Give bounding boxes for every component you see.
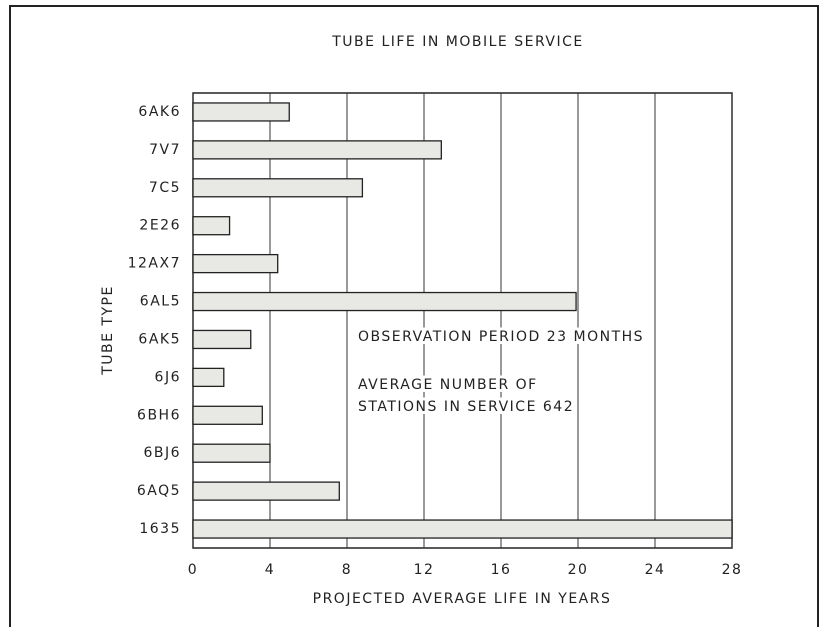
y-tick-label: 6BJ6 (143, 445, 181, 461)
x-tick-label: 0 (188, 562, 198, 578)
y-tick-label: 1635 (139, 521, 181, 537)
annotation: STATIONS IN SERVICE 642 (358, 399, 574, 415)
bar (192, 253, 279, 274)
y-tick-label: 7V7 (149, 142, 181, 158)
y-tick-label: 6BH6 (137, 407, 181, 423)
annotation: OBSERVATION PERIOD 23 MONTHS (358, 329, 644, 345)
bar (192, 102, 290, 122)
x-axis-label: PROJECTED AVERAGE LIFE IN YEARS (313, 591, 612, 607)
bar (192, 481, 340, 501)
x-tick-label: 16 (491, 562, 512, 578)
y-tick-label: 12AX7 (128, 256, 181, 272)
x-tick-label: 28 (722, 562, 743, 578)
y-tick-label: 6AK5 (138, 331, 181, 347)
bar (192, 443, 271, 463)
x-tick-label: 24 (645, 562, 666, 578)
bar (192, 178, 364, 198)
bar (192, 291, 577, 312)
x-tick-label: 12 (414, 562, 435, 578)
bar (192, 519, 733, 539)
y-axis-label: TUBE TYPE (100, 285, 116, 376)
frame (9, 5, 819, 627)
bar (192, 367, 225, 388)
annotation: AVERAGE NUMBER OF (358, 377, 538, 393)
x-tick-label: 4 (265, 562, 275, 578)
bar (192, 216, 231, 236)
x-tick-label: 20 (568, 562, 589, 578)
y-tick-label: 6AK6 (138, 104, 181, 120)
plot-area (192, 92, 733, 549)
y-tick-label: 6AQ5 (137, 483, 181, 499)
bar (192, 140, 442, 160)
x-tick-label: 8 (342, 562, 352, 578)
chart-title: TUBE LIFE IN MOBILE SERVICE (331, 34, 583, 50)
bar (192, 405, 263, 425)
y-tick-label: 6AL5 (140, 294, 181, 310)
y-tick-label: 2E26 (139, 218, 181, 234)
y-tick-label: 6J6 (155, 369, 181, 385)
bar (192, 329, 252, 350)
y-tick-label: 7C5 (149, 180, 181, 196)
